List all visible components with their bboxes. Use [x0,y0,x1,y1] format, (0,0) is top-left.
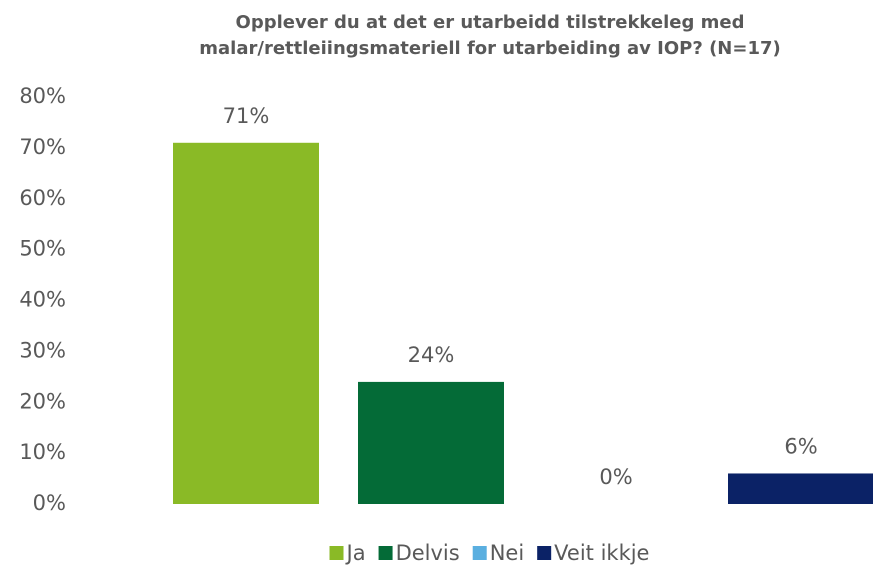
chart-title: malar/rettleiingsmateriell for utarbeidi… [199,38,780,59]
legend-swatch [378,546,393,560]
legend-swatch [537,546,552,560]
data-label: 6% [784,434,817,458]
bar [358,381,504,504]
bar [728,473,873,504]
y-tick-label: 80% [19,84,66,108]
legend-swatch [329,546,344,560]
legend-label: Ja [345,541,366,565]
y-tick-label: 0% [33,491,66,515]
legend-label: Delvis [396,541,460,565]
data-label: 71% [223,104,270,128]
legend-label: Nei [490,541,524,565]
data-label: 24% [408,343,455,367]
legend-label: Veit ikkje [554,541,649,565]
y-tick-label: 10% [19,440,66,464]
y-tick-label: 20% [19,389,66,413]
y-tick-label: 40% [19,288,66,312]
chart-title: Opplever du at det er utarbeidd tilstrek… [236,12,745,33]
y-tick-label: 60% [19,186,66,210]
data-label: 0% [599,465,632,489]
bar [173,142,319,504]
y-tick-label: 70% [19,135,66,159]
y-tick-label: 30% [19,338,66,362]
y-tick-label: 50% [19,237,66,261]
legend-swatch [472,546,487,560]
